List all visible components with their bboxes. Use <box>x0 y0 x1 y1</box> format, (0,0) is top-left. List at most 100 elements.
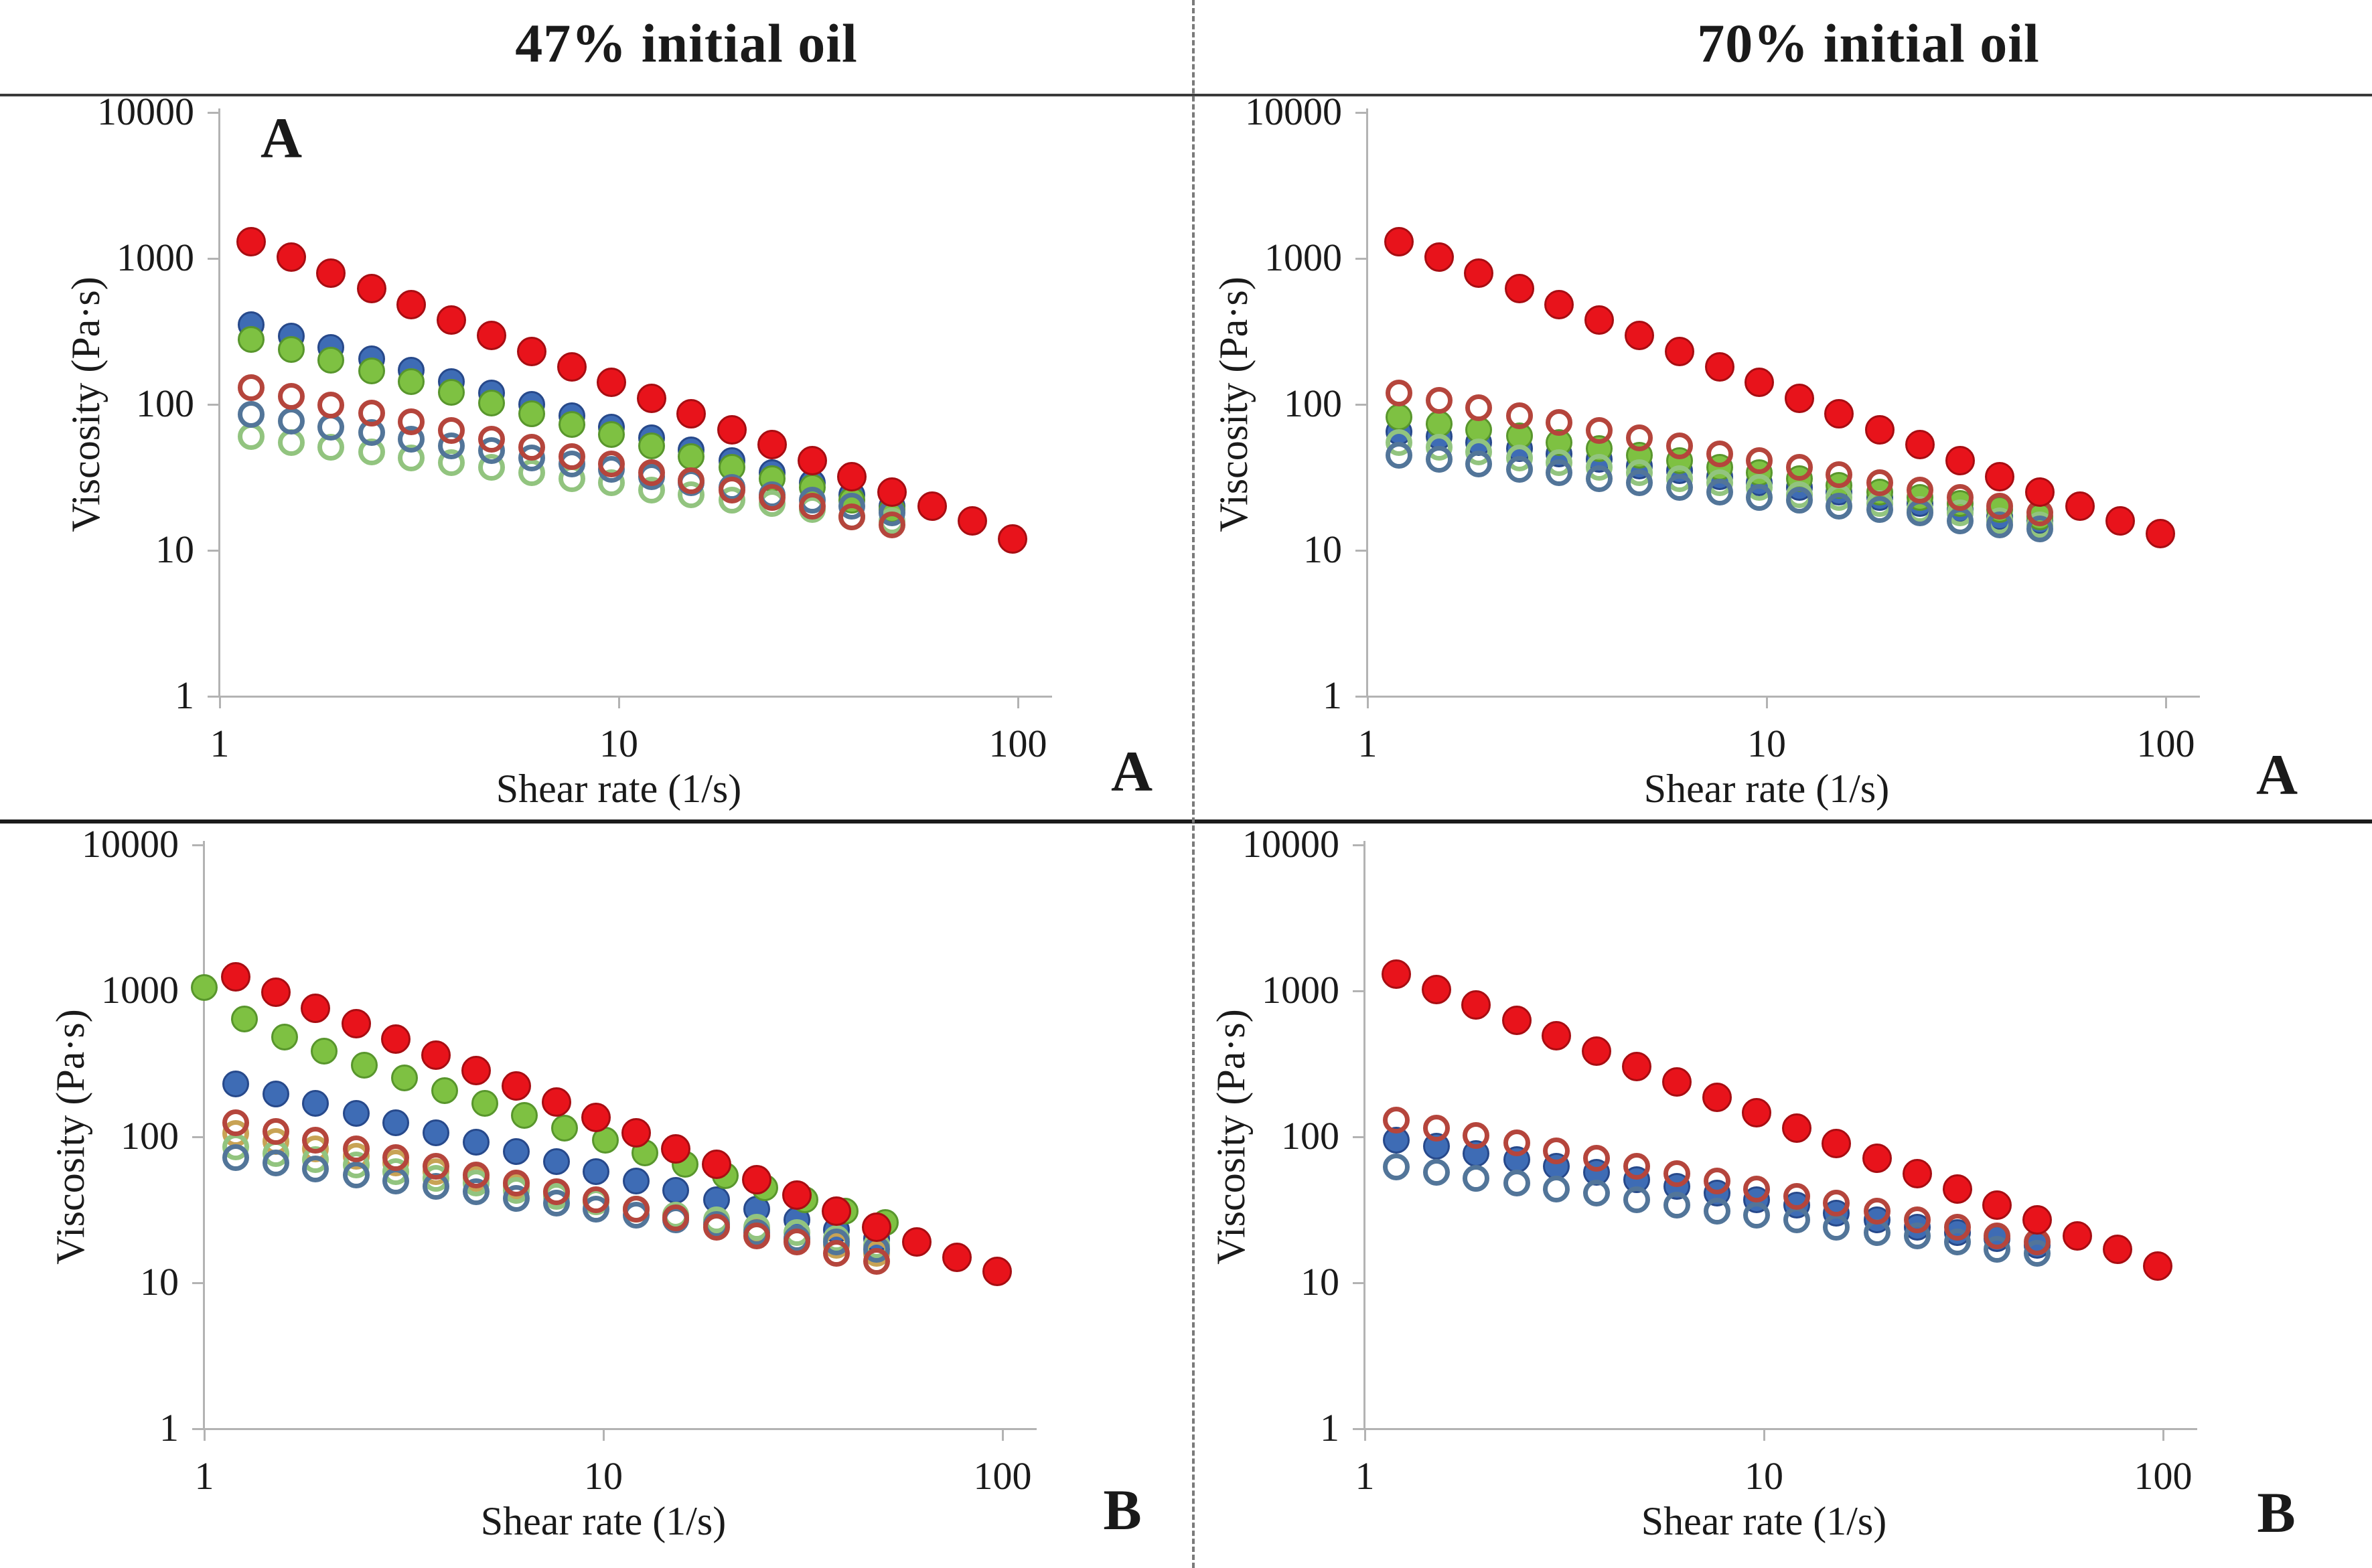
point-filled-red <box>1421 975 1451 1005</box>
x-tick-mark <box>1763 1430 1765 1441</box>
column-title-left: 47% initial oil <box>515 13 858 74</box>
x-tick-mark <box>204 1430 206 1441</box>
point-filled-red <box>942 1242 972 1272</box>
point-filled-red <box>1582 1036 1612 1066</box>
point-filled-red <box>1702 1082 1732 1112</box>
point-open-blue <box>262 1150 289 1177</box>
point-filled-green <box>358 358 385 385</box>
point-filled-red <box>1942 1174 1972 1204</box>
point-filled-green <box>191 974 218 1002</box>
point-filled-red <box>717 414 747 445</box>
row-divider-line <box>0 819 2372 824</box>
point-open-red <box>1746 447 1773 475</box>
point-open-blue <box>1383 1154 1410 1181</box>
point-filled-green <box>351 1051 378 1079</box>
point-filled-red <box>477 321 507 351</box>
point-open-red <box>1943 1214 1971 1241</box>
point-open-red <box>317 391 345 418</box>
point-open-blue <box>382 1167 410 1194</box>
point-open-red <box>438 417 465 445</box>
point-filled-green <box>511 1102 538 1129</box>
point-filled-red <box>797 446 827 476</box>
point-filled-green <box>317 347 345 374</box>
point-filled-red <box>637 383 667 413</box>
point-filled-red <box>1622 1052 1652 1082</box>
point-filled-red <box>661 1133 691 1164</box>
point-open-blue <box>1463 1164 1490 1192</box>
point-filled-red <box>1424 242 1454 272</box>
point-open-red <box>1786 454 1813 481</box>
point-open-red <box>222 1109 250 1136</box>
point-open-red <box>1586 417 1613 445</box>
point-open-blue <box>1543 1175 1570 1202</box>
x-tick-mark <box>219 698 221 708</box>
point-filled-red <box>276 242 306 272</box>
point-filled-green <box>471 1089 498 1117</box>
point-open-blue <box>222 1144 250 1172</box>
y-tick-label: 100 <box>136 382 194 425</box>
y-tick-label: 100 <box>1284 382 1342 425</box>
y-tick-mark <box>192 1428 203 1430</box>
point-open-blue <box>1665 473 1693 501</box>
point-filled-red <box>396 289 427 319</box>
point-filled-red <box>2145 519 2175 549</box>
point-open-red <box>1946 484 1974 512</box>
point-filled-blue <box>222 1071 250 1098</box>
point-filled-red <box>221 961 251 992</box>
y-tick-label: 1 <box>1320 1406 1339 1449</box>
column-divider-dashed-line <box>1192 0 1195 1568</box>
point-open-blue <box>1663 1192 1690 1219</box>
point-open-red <box>743 1222 770 1249</box>
point-filled-red <box>2105 505 2135 536</box>
point-filled-red <box>1501 1006 1532 1036</box>
y-tick-label: 1000 <box>117 236 194 279</box>
y-tick-label: 1 <box>1323 674 1342 717</box>
point-filled-red <box>341 1008 371 1038</box>
point-filled-red <box>541 1087 571 1117</box>
x-tick-label: 10 <box>599 722 638 765</box>
point-open-blue <box>1623 1186 1651 1214</box>
point-open-red <box>518 433 545 461</box>
point-filled-red <box>437 305 467 335</box>
point-filled-green <box>1425 410 1453 437</box>
x-tick-label: 100 <box>988 722 1047 765</box>
panel-letter-corner: A <box>2255 742 2298 807</box>
point-open-red <box>1703 1167 1730 1194</box>
point-filled-blue <box>342 1099 370 1127</box>
point-open-red <box>1425 386 1453 414</box>
point-filled-red <box>1504 274 1534 304</box>
point-open-red <box>358 400 385 427</box>
y-axis-title: Viscosity (Pa·s) <box>64 277 108 532</box>
panel-letter-corner: B <box>2257 1480 2296 1545</box>
point-open-red <box>1863 1197 1891 1225</box>
x-tick-mark <box>618 698 620 708</box>
y-tick-label: 100 <box>1281 1114 1339 1158</box>
y-tick-label: 10000 <box>1245 90 1342 133</box>
point-open-blue <box>1505 455 1533 483</box>
point-open-red <box>1503 1129 1530 1156</box>
y-axis-title: Viscosity (Pa·s) <box>1211 277 1256 532</box>
point-filled-red <box>461 1055 492 1085</box>
point-filled-red <box>421 1040 451 1070</box>
point-open-red <box>478 425 506 453</box>
point-filled-red <box>957 505 987 536</box>
x-tick-mark <box>1017 698 1019 708</box>
point-open-blue <box>1743 1202 1771 1229</box>
point-open-red <box>583 1186 610 1214</box>
y-tick-label: 1 <box>175 674 194 717</box>
point-filled-red <box>1742 1097 1772 1127</box>
y-tick-mark <box>1355 404 1366 406</box>
point-open-red <box>1823 1190 1850 1217</box>
point-open-red <box>1546 409 1573 437</box>
y-tick-label: 10 <box>155 528 194 571</box>
y-tick-mark <box>192 1136 203 1138</box>
point-filled-red <box>1461 990 1491 1020</box>
point-filled-red <box>1985 461 2015 491</box>
point-filled-blue <box>302 1090 329 1117</box>
y-tick-mark <box>208 550 218 552</box>
point-filled-red <box>1902 1158 1932 1188</box>
y-tick-label: 1000 <box>1262 968 1339 1012</box>
y-axis-line <box>218 108 220 698</box>
x-tick-label: 1 <box>210 722 230 765</box>
point-filled-red <box>902 1227 932 1257</box>
